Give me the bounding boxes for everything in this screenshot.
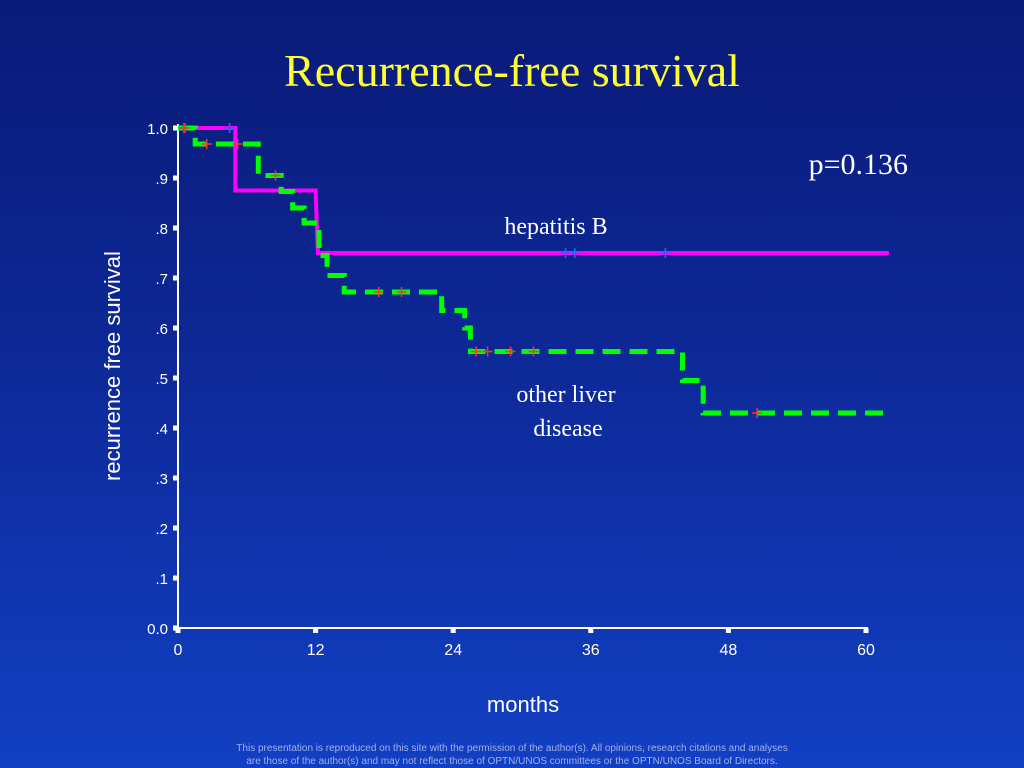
y-tick-mark xyxy=(173,225,178,231)
plot-series xyxy=(178,125,889,416)
y-tick-mark xyxy=(173,475,178,481)
y-tick-label: .7 xyxy=(155,271,168,288)
x-tick-mark xyxy=(725,628,731,633)
other-liver-disease-censor-mark xyxy=(396,287,407,297)
footer-line-1: This presentation is reproduced on this … xyxy=(236,743,788,754)
other-liver-disease-curve xyxy=(178,125,889,416)
hepatitis-b-censor-mark xyxy=(569,248,580,258)
km-survival-chart: 0.0 .1 .2 .3 .4 .5 .6 .7 .8 .9 1.0 0 12 24 36 48 60 p=0.… xyxy=(100,121,908,717)
slide-title: Recurrence-free survival xyxy=(284,45,740,96)
other-liver-disease-censor-mark xyxy=(179,123,190,133)
y-tick-mark xyxy=(173,425,178,431)
y-tick-label: .9 xyxy=(155,171,168,188)
x-tick-mark xyxy=(313,628,319,633)
x-tick-label: 0 xyxy=(174,642,183,659)
y-tick-label: .6 xyxy=(155,321,168,338)
y-tick-mark xyxy=(173,375,178,381)
y-tick-mark xyxy=(173,575,178,581)
other-liver-disease-censor-mark xyxy=(528,346,539,357)
y-tick-mark xyxy=(173,275,178,281)
p-value-annotation: p=0.136 xyxy=(809,148,908,181)
hepatitis-b-label: hepatitis B xyxy=(504,214,607,240)
other-liver-disease-label-line1: other liver xyxy=(516,382,615,408)
y-tick-mark xyxy=(173,325,178,331)
axes: 0.0 .1 .2 .3 .4 .5 .6 .7 .8 .9 1.0 0 12 24 36 48 60 xyxy=(147,121,875,659)
hepatitis-b-censor-mark xyxy=(224,123,235,133)
y-tick-label: .1 xyxy=(155,571,168,588)
y-tick-label: 1.0 xyxy=(147,121,168,138)
y-tick-label: .8 xyxy=(155,221,168,238)
other-liver-disease-label-line2: disease xyxy=(533,416,602,442)
other-liver-disease-censor-mark xyxy=(232,139,243,149)
other-liver-disease-censor-mark xyxy=(752,408,763,418)
x-tick-label: 12 xyxy=(307,642,325,659)
other-liver-disease-censor-mark xyxy=(471,346,482,357)
y-axis-label: recurrence free survival xyxy=(100,251,125,481)
footer-disclaimer: This presentation is reproduced on this … xyxy=(0,742,1024,768)
y-tick-mark xyxy=(173,175,178,181)
x-tick-mark xyxy=(863,628,869,633)
y-tick-label: .4 xyxy=(155,421,168,438)
x-tick-mark xyxy=(175,628,181,633)
footer-line-2: are those of the author(s) and may not r… xyxy=(246,756,778,767)
y-tick-label: .2 xyxy=(155,521,168,538)
other-liver-disease-censor-mark xyxy=(270,170,281,181)
x-axis-label: months xyxy=(487,692,559,717)
hepatitis-b-censor-mark xyxy=(560,248,571,258)
x-tick-label: 24 xyxy=(444,642,462,659)
censor-markers xyxy=(178,123,763,418)
hepatitis-b-censor-mark xyxy=(660,248,671,258)
other-liver-disease-censor-mark xyxy=(201,139,212,149)
y-tick-label: 0.0 xyxy=(147,621,168,638)
y-tick-mark xyxy=(173,125,178,131)
x-tick-mark xyxy=(450,628,456,633)
other-liver-disease-censor-mark xyxy=(482,346,493,357)
y-tick-label: .3 xyxy=(155,471,168,488)
x-tick-label: 48 xyxy=(720,642,738,659)
y-tick-label: .5 xyxy=(155,371,168,388)
y-tick-mark xyxy=(173,525,178,531)
x-tick-mark xyxy=(588,628,594,633)
x-tick-label: 36 xyxy=(582,642,600,659)
other-liver-disease-censor-mark xyxy=(505,346,516,357)
x-tick-label: 60 xyxy=(857,642,875,659)
other-liver-disease-censor-mark xyxy=(373,287,384,297)
